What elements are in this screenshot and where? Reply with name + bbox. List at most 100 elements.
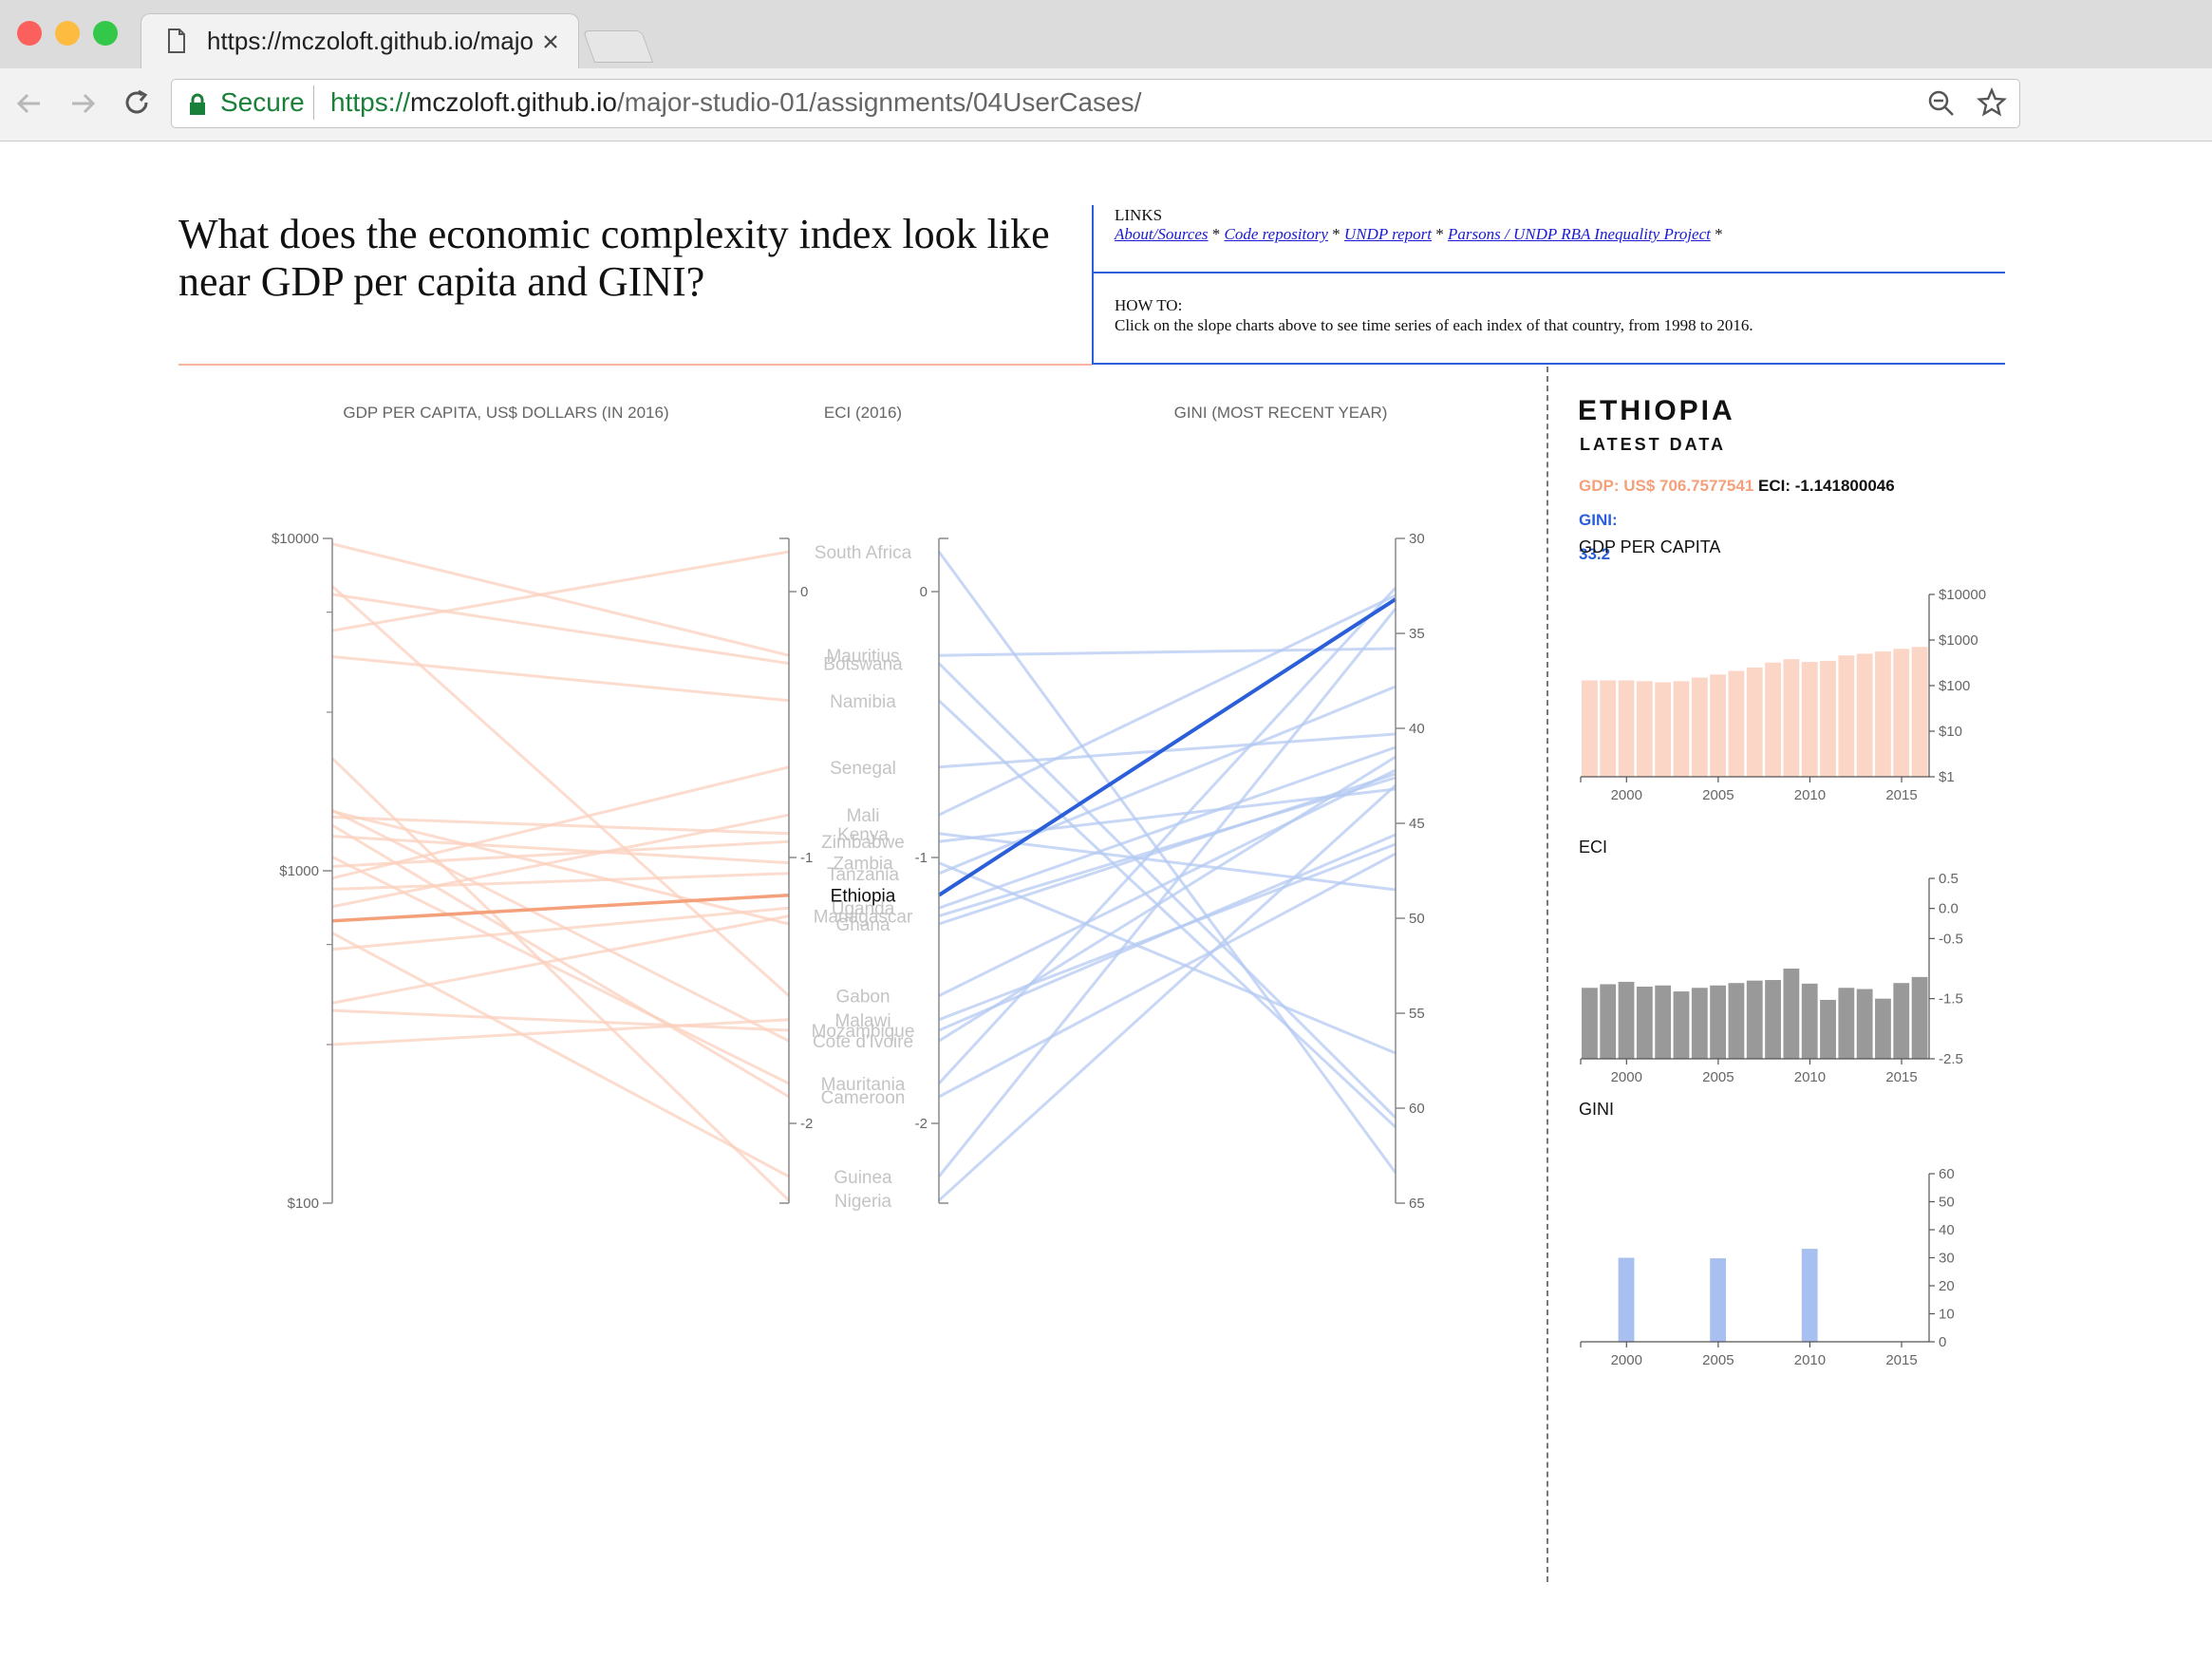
latest-data-label: LATEST DATA [1580, 435, 1726, 454]
country-name: ETHIOPIA [1578, 395, 1735, 426]
reload-icon[interactable] [122, 87, 152, 118]
y-tick-label: 0.5 [1939, 871, 1959, 887]
y-tick-label: 0 [1939, 1334, 1946, 1350]
close-icon[interactable] [543, 34, 558, 49]
gini-slope-line [938, 852, 1397, 1099]
gini-slope-line [938, 861, 1397, 1055]
gdp-bar [1655, 682, 1672, 777]
gini-bar [1710, 1258, 1727, 1342]
country-label: Senegal [830, 759, 896, 779]
gdp-stat: GDP: US$ 706.7577541 [1579, 477, 1754, 495]
gdp-tick-label: $1000 [279, 863, 319, 879]
address-bar[interactable] [171, 79, 2020, 128]
parsons-undp-link[interactable]: Parsons / UNDP RBA Inequality Project [1448, 225, 1711, 243]
tab-title: https://mczoloft.github.io/major-studio-… [207, 27, 534, 55]
y-tick-label: 0.0 [1939, 901, 1959, 917]
country-label: Nigeria [834, 1192, 892, 1212]
info-divider [1092, 272, 2005, 273]
gdp-bar [1673, 681, 1690, 777]
page-title: What does the economic complexity index … [178, 211, 1050, 305]
gini-slope-line [937, 608, 1397, 1178]
x-tick-label: 2015 [1885, 1352, 1917, 1368]
y-tick-label: 50 [1939, 1195, 1955, 1211]
y-tick-label: $10 [1939, 724, 1962, 740]
lock-icon [190, 93, 205, 115]
info-box [1092, 205, 2005, 365]
country-label: Gabon [835, 988, 890, 1008]
gini-slope-line [938, 768, 1397, 997]
zoom-icon[interactable] [1927, 89, 1956, 118]
eci-bar [1673, 991, 1690, 1059]
gdp-slope-line [331, 542, 790, 657]
gdp-slope-line [330, 585, 791, 997]
gini-chart-heading: GINI [1579, 1100, 1615, 1119]
gdp-tick-label: $10000 [272, 531, 319, 547]
gdp-slope-line [331, 816, 790, 836]
y-tick-label: 10 [1939, 1307, 1955, 1323]
gini-stat-label: GINI: [1579, 511, 1618, 529]
link-separator: * [1327, 225, 1344, 243]
close-window-button[interactable] [17, 21, 42, 46]
country-label: Zimbabwe [821, 833, 905, 853]
gdp-slope-line [331, 765, 790, 880]
forward-icon[interactable] [68, 89, 97, 118]
x-tick-label: 2005 [1702, 1352, 1734, 1368]
gini-slope-line [938, 745, 1397, 910]
url-text[interactable]: https://mczoloft.github.io/major-studio-… [330, 87, 1141, 118]
gdp-bar [1582, 680, 1598, 777]
back-icon[interactable] [15, 89, 44, 118]
x-tick-label: 2010 [1794, 787, 1826, 803]
new-tab-button[interactable] [582, 30, 654, 63]
browser-tab[interactable] [141, 13, 579, 68]
gdp-tick-label: $100 [288, 1196, 319, 1212]
x-tick-label: 2005 [1702, 787, 1734, 803]
code-repository-link[interactable]: Code repository [1224, 225, 1328, 243]
gdp-axis-title: GDP PER CAPITA, US$ DOLLARS (IN 2016) [343, 404, 668, 422]
maximize-window-button[interactable] [93, 21, 118, 46]
eci-bar [1838, 988, 1855, 1059]
eci-bar [1893, 983, 1910, 1059]
gdp-bar [1783, 659, 1800, 777]
country-label: Cameroon [821, 1088, 906, 1108]
gdp-bar [1691, 677, 1708, 777]
omnibox-divider [313, 85, 314, 120]
gdp-slope-line [330, 757, 791, 1202]
gdp-slope-line [331, 856, 790, 1085]
gdp-bar [1838, 655, 1855, 777]
about-sources-link[interactable]: About/Sources [1115, 225, 1209, 243]
star-icon[interactable] [1977, 87, 2007, 118]
undp-report-link[interactable]: UNDP report [1343, 225, 1433, 243]
link-separator: * [1432, 225, 1449, 243]
gdp-bar [1893, 649, 1910, 777]
country-label: Cote d'Ivoire [813, 1032, 913, 1052]
gdp-bar [1600, 680, 1617, 777]
x-tick-label: 2005 [1702, 1069, 1734, 1085]
gdp-bar [1746, 667, 1763, 777]
gdp-bar [1765, 662, 1781, 777]
y-tick-label: $10000 [1939, 587, 1986, 603]
gini-slope-line [938, 772, 1397, 926]
country-label: Mauritania [821, 1075, 906, 1095]
howto-text: Click on the slope charts above to see t… [1115, 316, 1753, 334]
latest-stats: GDP: US$ 706.7577541 ECI: -1.141800046 G… [1579, 469, 1902, 572]
eci-stat: ECI: -1.141800046 [1758, 477, 1895, 495]
gini-slope-line [937, 586, 1397, 1085]
slope-chart[interactable]: GDP PER CAPITA, US$ DOLLARS (IN 2016) EC… [0, 380, 1538, 1548]
eci-chart-heading: ECI [1579, 838, 1608, 857]
links-heading: LINKS [1115, 206, 1163, 224]
country-label: Mozambique [812, 1022, 915, 1042]
eci-right-tick-label: 0 [920, 584, 928, 600]
country-label: Mali [847, 806, 880, 826]
gini-slope-line [938, 732, 1397, 769]
country-label: Zambia [833, 855, 893, 875]
gini-slope-line [937, 699, 1397, 1129]
country-label: Guinea [834, 1168, 892, 1188]
link-separator: * [1208, 225, 1225, 243]
eci-bar [1801, 983, 1818, 1059]
eci-bar [1636, 987, 1653, 1059]
eci-bar [1710, 985, 1727, 1059]
minimize-window-button[interactable] [55, 21, 80, 46]
eci-bar [1655, 985, 1672, 1059]
gdp-slope-line [331, 1018, 790, 1046]
country-label: Malawi [834, 1011, 890, 1031]
